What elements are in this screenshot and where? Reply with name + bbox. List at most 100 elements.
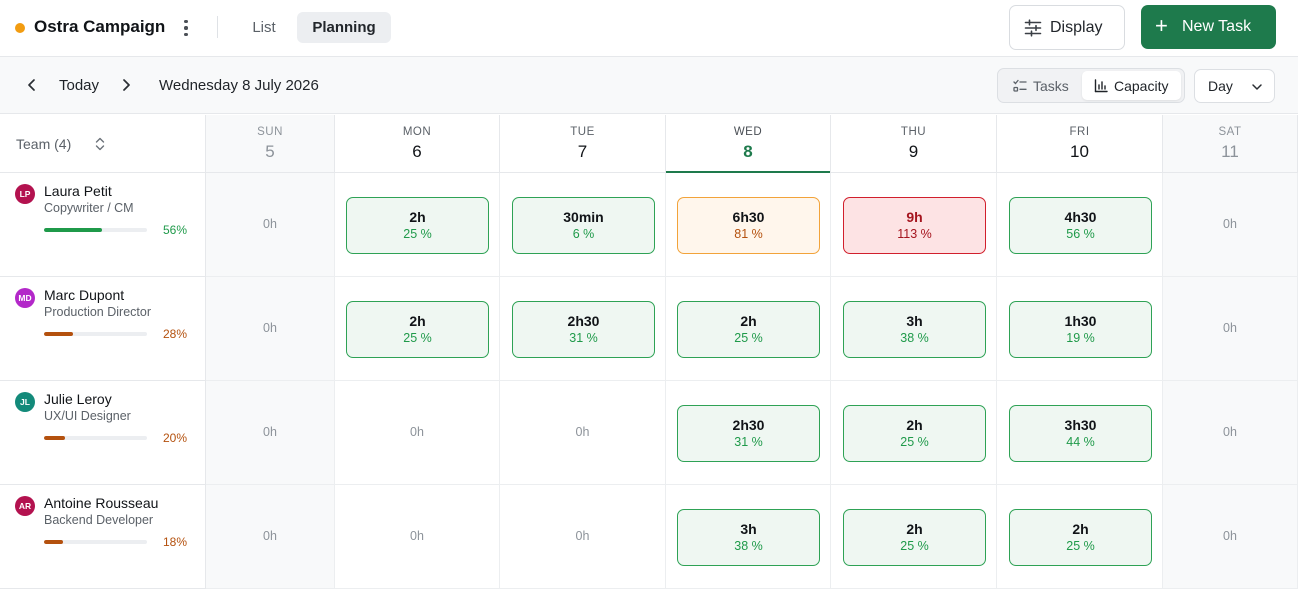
empty-capacity: 0h	[1223, 425, 1237, 439]
capacity-block[interactable]: 30min 6 %	[512, 197, 655, 254]
member-name: Laura Petit	[44, 183, 112, 199]
capacity-block[interactable]: 2h 25 %	[346, 301, 489, 358]
capacity-block[interactable]: 3h 38 %	[843, 301, 986, 358]
chevron-right-icon[interactable]	[118, 77, 134, 93]
today-button[interactable]: Today	[59, 77, 100, 94]
display-button[interactable]: Display	[1009, 5, 1125, 50]
capacity-hours: 2h	[906, 521, 923, 537]
view-mode-capacity[interactable]: Capacity	[1082, 71, 1181, 100]
granularity-select[interactable]: Day	[1194, 69, 1275, 103]
view-mode-tasks-label: Tasks	[1033, 77, 1069, 94]
empty-capacity: 0h	[575, 425, 590, 439]
empty-capacity: 0h	[1223, 529, 1237, 543]
capacity-block[interactable]: 2h 25 %	[346, 197, 489, 254]
day-name: SAT	[1218, 126, 1242, 138]
utilization-bar	[44, 228, 147, 232]
day-date: 11	[1221, 142, 1239, 161]
capacity-block[interactable]: 2h 25 %	[677, 301, 820, 358]
capacity-block[interactable]: 3h 38 %	[677, 509, 820, 566]
bar-chart-icon	[1094, 78, 1108, 92]
granularity-value: Day	[1208, 78, 1233, 94]
capacity-block[interactable]: 2h 25 %	[1009, 509, 1152, 566]
capacity-block[interactable]: 1h30 19 %	[1009, 301, 1152, 358]
day-cell: 3h 38 %	[666, 485, 831, 589]
capacity-hours: 2h30	[732, 417, 765, 433]
member-name: Antoine Rousseau	[44, 495, 159, 511]
avatar: AR	[15, 496, 35, 516]
day-name: FRI	[1069, 126, 1090, 138]
chevron-left-icon[interactable]	[24, 77, 40, 93]
capacity-hours: 2h	[906, 417, 923, 433]
capacity-percent: 25 %	[403, 331, 432, 345]
capacity-percent: 25 %	[900, 539, 929, 553]
new-task-label: New Task	[1182, 18, 1252, 35]
day-cell: 0h	[500, 381, 666, 485]
view-mode-tasks[interactable]: Tasks	[1001, 71, 1080, 100]
day-cell: 2h 25 %	[666, 277, 831, 381]
member-role: Production Director	[44, 305, 151, 319]
day-cell: 2h 25 %	[335, 173, 500, 277]
capacity-block[interactable]: 2h30 31 %	[677, 405, 820, 462]
day-name: WED	[733, 126, 763, 138]
member-name: Marc Dupont	[44, 287, 125, 303]
capacity-percent: 31 %	[569, 331, 598, 345]
more-options-icon[interactable]	[179, 17, 193, 39]
day-cell: 6h30 81 %	[666, 173, 831, 277]
member-info[interactable]: JL Julie Leroy UX/UI Designer 20%	[0, 381, 206, 485]
capacity-percent: 38 %	[900, 331, 929, 345]
capacity-block[interactable]: 2h30 31 %	[512, 301, 655, 358]
day-cell: 0h	[206, 485, 335, 589]
capacity-percent: 25 %	[403, 227, 432, 241]
member-info[interactable]: MD Marc Dupont Production Director 28%	[0, 277, 206, 381]
team-column-header: Team (4)	[0, 115, 206, 173]
display-button-label: Display	[1050, 19, 1103, 36]
header-divider	[217, 16, 218, 38]
day-cell: 0h	[206, 173, 335, 277]
empty-capacity: 0h	[263, 217, 277, 231]
current-date: Wednesday 8 July 2026	[159, 77, 319, 94]
new-task-button[interactable]: + New Task	[1141, 5, 1276, 49]
empty-capacity: 0h	[410, 425, 424, 439]
team-count-label: Team (4)	[16, 136, 72, 152]
capacity-hours: 2h	[1072, 521, 1089, 537]
empty-capacity: 0h	[263, 529, 277, 543]
day-cell: 0h	[1163, 173, 1298, 277]
plus-icon: +	[1155, 13, 1168, 38]
capacity-percent: 25 %	[734, 331, 763, 345]
tab-list[interactable]: List	[252, 19, 276, 36]
day-cell: 0h	[206, 381, 335, 485]
utilization-bar	[44, 540, 147, 544]
day-cell: 0h	[1163, 277, 1298, 381]
day-cell: 2h 25 %	[997, 485, 1163, 589]
day-date: 9	[908, 142, 919, 161]
tab-planning[interactable]: Planning	[297, 12, 391, 43]
capacity-block[interactable]: 4h30 56 %	[1009, 197, 1152, 254]
member-info[interactable]: LP Laura Petit Copywriter / CM 56%	[0, 173, 206, 277]
day-header-wed: WED 8	[666, 115, 831, 173]
sliders-icon	[1024, 19, 1042, 37]
capacity-hours: 6h30	[732, 209, 765, 225]
capacity-block[interactable]: 2h 25 %	[843, 509, 986, 566]
day-cell: 0h	[335, 485, 500, 589]
day-cell: 9h 113 %	[831, 173, 997, 277]
sort-toggle-icon[interactable]	[94, 137, 106, 151]
member-info[interactable]: AR Antoine Rousseau Backend Developer 18%	[0, 485, 206, 589]
capacity-block[interactable]: 6h30 81 %	[677, 197, 820, 254]
day-cell: 0h	[500, 485, 666, 589]
view-mode-toggle: Tasks Capacity	[997, 68, 1185, 103]
capacity-hours: 4h30	[1064, 209, 1097, 225]
utilization-bar	[44, 436, 147, 440]
capacity-block[interactable]: 2h 25 %	[843, 405, 986, 462]
capacity-hours: 3h	[740, 521, 757, 537]
capacity-hours: 2h	[409, 209, 426, 225]
capacity-block[interactable]: 3h30 44 %	[1009, 405, 1152, 462]
day-date: 7	[577, 142, 588, 161]
day-cell: 0h	[335, 381, 500, 485]
top-header: Ostra Campaign List Planning Display + N…	[0, 0, 1298, 57]
utilization-bar	[44, 332, 147, 336]
avatar: JL	[15, 392, 35, 412]
day-header-fri: FRI 10	[997, 115, 1163, 173]
member-row: AR Antoine Rousseau Backend Developer 18% 0h…	[0, 485, 1298, 589]
capacity-block[interactable]: 9h 113 %	[843, 197, 986, 254]
day-date: 5	[265, 142, 275, 161]
